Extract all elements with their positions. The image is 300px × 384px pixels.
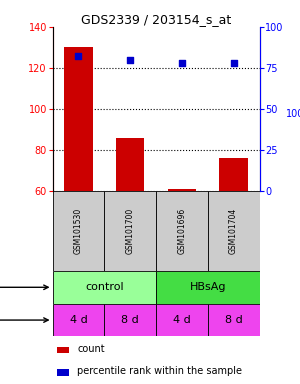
- Bar: [208, 304, 260, 336]
- Bar: [208, 191, 260, 271]
- Text: HBsAg: HBsAg: [190, 282, 226, 292]
- Bar: [57, 369, 69, 376]
- Y-axis label: 100%: 100%: [286, 109, 300, 119]
- Point: [128, 56, 133, 63]
- Text: GSM101696: GSM101696: [177, 208, 186, 254]
- Bar: [52, 191, 104, 271]
- Bar: [52, 271, 156, 304]
- Bar: [104, 304, 156, 336]
- Bar: [104, 191, 156, 271]
- Bar: [156, 191, 208, 271]
- Text: 8 d: 8 d: [225, 315, 242, 325]
- Text: agent: agent: [0, 282, 48, 292]
- Bar: [156, 304, 208, 336]
- Title: GDS2339 / 203154_s_at: GDS2339 / 203154_s_at: [81, 13, 231, 26]
- Text: percentile rank within the sample: percentile rank within the sample: [77, 366, 242, 376]
- Bar: [57, 346, 69, 353]
- Text: 8 d: 8 d: [121, 315, 139, 325]
- Text: 4 d: 4 d: [173, 315, 191, 325]
- Text: control: control: [85, 282, 124, 292]
- Point: [76, 53, 81, 60]
- Text: 4 d: 4 d: [70, 315, 87, 325]
- Bar: [168, 189, 196, 191]
- Bar: [64, 47, 93, 191]
- Point: [231, 60, 236, 66]
- Bar: [116, 137, 144, 191]
- Text: time: time: [0, 315, 48, 325]
- Text: count: count: [77, 344, 105, 354]
- Point: [179, 60, 184, 66]
- Bar: [52, 304, 104, 336]
- Text: GSM101700: GSM101700: [126, 208, 135, 254]
- Bar: [219, 158, 248, 191]
- Bar: [156, 271, 260, 304]
- Text: GSM101704: GSM101704: [229, 208, 238, 254]
- Text: GSM101530: GSM101530: [74, 208, 83, 254]
